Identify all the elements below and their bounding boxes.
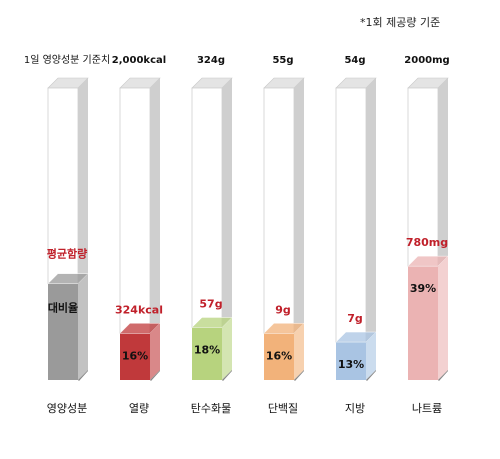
legend-column-empty (47, 87, 79, 285)
daily-value-label: 55g (272, 55, 293, 66)
percent-label: 16% (122, 349, 148, 362)
bar-5-empty-side (438, 78, 448, 267)
percent-label: 13% (338, 358, 364, 371)
bar-3-base (294, 370, 304, 381)
bar-3-fill (264, 333, 294, 380)
bar-4-fill-side (366, 332, 376, 380)
bar-5-fill-side (438, 256, 448, 380)
legend-avg-label: 평균함량 (47, 247, 87, 261)
bar-5-empty (407, 87, 439, 267)
bar-2-fill (192, 327, 222, 380)
legend-column-fill (48, 283, 78, 380)
legend-column-base (78, 370, 88, 381)
bar-3-empty-side (294, 78, 304, 334)
amount-label: 57g (199, 297, 222, 310)
bar-1-fill-side (150, 323, 160, 380)
amount-label: 780mg (406, 236, 448, 249)
bar-4-empty-side (366, 78, 376, 343)
bar-5-fill (408, 266, 438, 380)
bar-1-base (150, 370, 160, 381)
bar-1-empty-side (150, 78, 160, 334)
bar-2-base (222, 370, 232, 381)
category-label: 탄수화물 (191, 402, 231, 415)
serving-basis-note: *1회 제공량 기준 (360, 16, 441, 29)
legend-category-label: 영양성분 (47, 402, 87, 415)
legend-column-fill-side (78, 273, 88, 380)
bar-4-fill (336, 342, 366, 380)
amount-label: 7g (347, 312, 363, 325)
bar-1-empty (119, 87, 151, 334)
bar-2-empty-side (222, 78, 232, 328)
bar-1-fill (120, 333, 150, 380)
legend-header: 1일 영양성분 기준치 (24, 54, 110, 66)
bar-2-empty (191, 87, 223, 328)
bar-2-fill-side (222, 317, 232, 380)
bar-4-empty (335, 87, 367, 343)
legend-column-empty-side (78, 78, 88, 284)
percent-label: 39% (410, 282, 436, 295)
bar-3-fill-side (294, 323, 304, 380)
daily-value-label: 54g (344, 55, 365, 66)
daily-value-label: 324g (197, 55, 225, 66)
percent-label: 18% (194, 343, 220, 356)
amount-label: 9g (275, 303, 291, 316)
legend-ratio-label: 대비율 (48, 301, 78, 315)
category-label: 단백질 (268, 402, 298, 415)
daily-value-label: 2000mg (404, 55, 449, 66)
amount-label: 324kcal (115, 303, 163, 316)
category-label: 나트륨 (412, 402, 442, 415)
category-label: 열량 (129, 402, 149, 415)
bar-5-base (438, 370, 448, 381)
bar-3-empty (263, 87, 295, 334)
daily-value-label: 2,000kcal (112, 55, 166, 66)
percent-label: 16% (266, 349, 292, 362)
category-label: 지방 (345, 402, 365, 415)
bar-4-base (366, 370, 376, 381)
